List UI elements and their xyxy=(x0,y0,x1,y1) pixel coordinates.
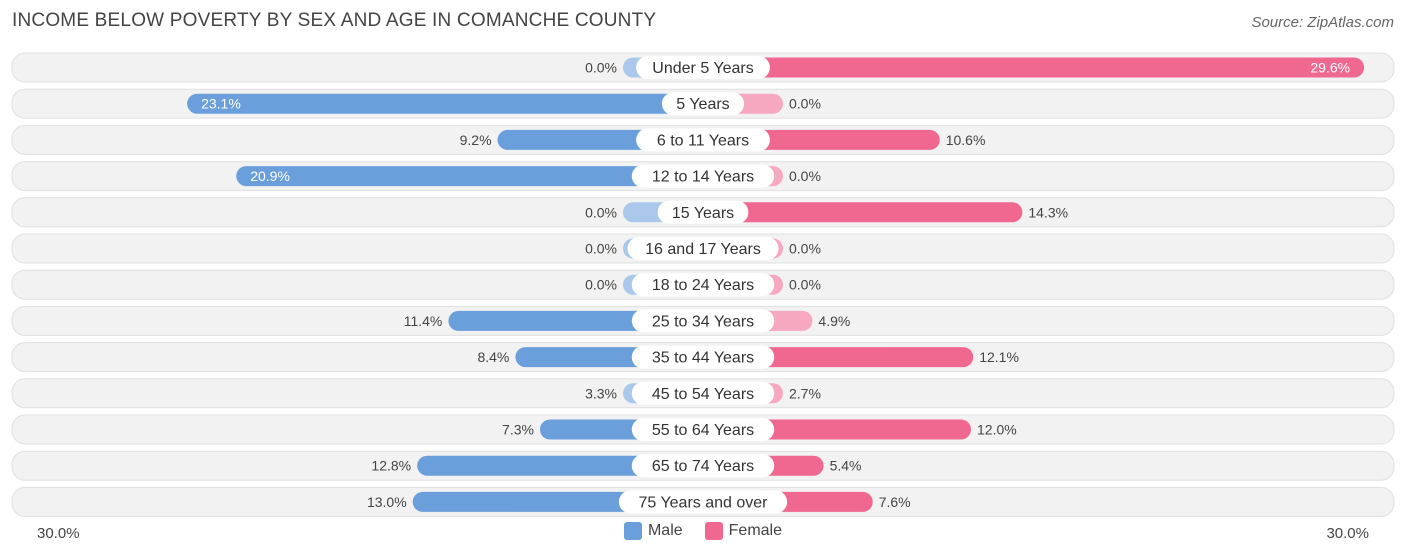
category-pill xyxy=(631,381,775,405)
category-label: 18 to 24 Years xyxy=(652,277,754,294)
chart-row: 16 and 17 Years 0.0% 0.0% xyxy=(11,233,1395,264)
chart-row: Under 5 Years 0.0% 29.6% xyxy=(11,52,1395,83)
category-pill xyxy=(631,345,775,369)
chart-row: 75 Years and over 13.0% 7.6% xyxy=(11,486,1395,517)
category-pill xyxy=(631,418,775,441)
chart-title: INCOME BELOW POVERTY BY SEX AND AGE IN C… xyxy=(12,10,657,31)
category-label: 12 to 14 Years xyxy=(652,169,754,186)
category-pill xyxy=(661,92,745,116)
chart-row: 12 to 14 Years 20.9% 0.0% xyxy=(11,161,1395,192)
value-label-female: 12.0% xyxy=(977,422,1017,438)
chart-row: 55 to 64 Years 7.3% 12.0% xyxy=(11,414,1395,445)
legend-label-female: Female xyxy=(728,522,783,539)
legend-item-male: Male xyxy=(623,522,683,540)
category-label: Under 5 Years xyxy=(652,60,753,77)
value-label-male: 12.8% xyxy=(371,458,411,474)
value-label-male: 0.0% xyxy=(585,60,617,76)
value-label-male: 0.0% xyxy=(585,204,617,220)
chart-row: 6 to 11 Years 9.2% 10.6% xyxy=(11,124,1395,155)
value-label-female: 0.0% xyxy=(789,96,821,112)
value-label-male: 9.2% xyxy=(460,132,492,148)
value-label-male: 8.4% xyxy=(477,349,509,365)
value-label-female: 12.1% xyxy=(979,349,1019,365)
value-label-female: 14.3% xyxy=(1028,204,1068,220)
value-label-male: 0.0% xyxy=(585,241,617,257)
value-label-female: 10.6% xyxy=(946,132,986,148)
value-label-female: 5.4% xyxy=(830,458,862,474)
category-label: 5 Years xyxy=(676,96,729,113)
category-pill xyxy=(631,454,775,478)
value-label-male: 0.0% xyxy=(585,277,617,293)
category-pill xyxy=(636,56,770,79)
axis-left-label: 30.0% xyxy=(37,525,80,542)
value-label-female: 0.0% xyxy=(789,241,821,257)
category-label: 16 and 17 Years xyxy=(645,241,761,258)
bar-male xyxy=(187,93,704,114)
bar-female xyxy=(703,57,1365,78)
category-pill xyxy=(657,200,749,224)
category-label: 35 to 44 Years xyxy=(652,350,754,367)
chart-row: 5 Years 23.1% 0.0% xyxy=(11,88,1395,119)
bar-male xyxy=(417,455,703,476)
value-label-male: 13.0% xyxy=(367,494,407,510)
legend-item-female: Female xyxy=(704,522,783,540)
category-label: 15 Years xyxy=(672,205,734,222)
category-label: 45 to 54 Years xyxy=(652,386,754,403)
category-label: 65 to 74 Years xyxy=(652,458,754,475)
source-label: Source: ZipAtlas.com xyxy=(1251,14,1394,31)
category-pill xyxy=(627,237,779,260)
chart-row: 45 to 54 Years 3.3% 2.7% xyxy=(11,378,1395,409)
chart-row: 35 to 44 Years 8.4% 12.1% xyxy=(11,342,1395,373)
category-pill xyxy=(618,490,788,514)
value-label-female: 0.0% xyxy=(789,168,821,184)
chart-row: 18 to 24 Years 0.0% 0.0% xyxy=(11,269,1395,300)
chart-row: 65 to 74 Years 12.8% 5.4% xyxy=(11,450,1395,481)
category-label: 75 Years and over xyxy=(639,494,769,511)
category-pill xyxy=(636,128,770,152)
value-label-female: 2.7% xyxy=(789,385,821,401)
legend-swatch-male xyxy=(623,522,642,540)
category-pill xyxy=(631,309,775,333)
bar-male xyxy=(236,166,703,187)
axis-right-label: 30.0% xyxy=(1326,525,1369,542)
value-label-male: 11.4% xyxy=(404,313,443,329)
poverty-chart: Under 5 Years 0.0% 29.6% 5 Years 23.1% 0.0% 6 … xyxy=(11,52,1395,517)
value-label-female: 0.0% xyxy=(789,277,821,293)
category-pill xyxy=(631,164,775,188)
legend-label-male: Male xyxy=(647,522,683,539)
category-label: 25 to 34 Years xyxy=(652,313,754,330)
value-label-male: 23.1% xyxy=(201,96,241,112)
value-label-male: 3.3% xyxy=(585,385,617,401)
value-label-male: 20.9% xyxy=(250,168,290,184)
category-label: 55 to 64 Years xyxy=(652,422,754,439)
value-label-female: 29.6% xyxy=(1310,60,1350,76)
legend-swatch-female xyxy=(704,522,723,540)
value-label-female: 7.6% xyxy=(879,494,911,510)
chart-row: 25 to 34 Years 11.4% 4.9% xyxy=(11,305,1395,336)
chart-row: 15 Years 0.0% 14.3% xyxy=(11,197,1395,228)
legend: Male Female xyxy=(0,522,1406,540)
bar-female xyxy=(703,202,1023,223)
category-pill xyxy=(631,273,775,297)
category-label: 6 to 11 Years xyxy=(657,132,749,149)
value-label-female: 4.9% xyxy=(818,313,850,329)
value-label-male: 7.3% xyxy=(502,422,534,438)
